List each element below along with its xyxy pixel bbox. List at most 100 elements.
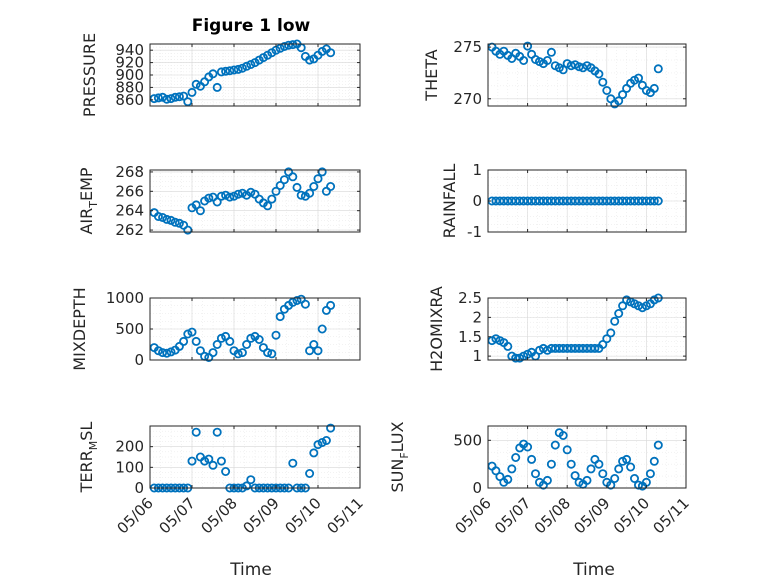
data-point — [511, 452, 521, 462]
data-point — [233, 64, 243, 74]
y-tick-label: 1000 — [106, 289, 144, 307]
data-point — [254, 334, 264, 344]
data-point — [187, 87, 197, 97]
y-tick-label: 920 — [115, 54, 144, 72]
data-point — [179, 91, 189, 101]
data-point — [212, 427, 222, 437]
data-point — [275, 180, 285, 190]
ylabel-air-temp: AIRTEMP — [77, 167, 100, 234]
data-point — [546, 459, 556, 469]
data-point — [288, 458, 298, 468]
data-point — [614, 96, 624, 106]
ylabel-sun-flux: SUNFLUX — [388, 421, 411, 492]
data-point — [216, 456, 226, 466]
data-point — [309, 448, 319, 458]
data-point — [598, 469, 608, 479]
data-point — [195, 206, 205, 216]
data-point — [649, 196, 659, 206]
ylabel-mixdepth: MIXDEPTH — [70, 287, 89, 370]
y-tick-label: 262 — [115, 221, 144, 239]
axis-box — [487, 297, 687, 361]
data-point — [158, 92, 168, 102]
data-point — [187, 327, 197, 337]
data-point — [519, 56, 529, 66]
data-point — [208, 460, 218, 470]
data-point — [221, 66, 231, 76]
data-point — [558, 65, 568, 75]
data-point — [183, 225, 193, 235]
data-point — [225, 192, 235, 202]
data-point — [242, 481, 252, 491]
data-point — [237, 63, 247, 73]
data-point — [313, 346, 323, 356]
data-point — [267, 349, 277, 359]
data-point — [246, 187, 256, 197]
data-point — [216, 67, 226, 77]
data-point — [271, 186, 281, 196]
data-point — [582, 475, 592, 485]
data-point — [212, 339, 222, 349]
data-point — [598, 339, 608, 349]
data-point — [170, 217, 180, 227]
ylabel-pressure: PRESSURE — [80, 33, 99, 117]
data-point — [317, 167, 327, 177]
data-point — [618, 90, 628, 100]
data-point — [183, 329, 193, 339]
data-point — [263, 201, 273, 211]
data-point — [626, 462, 636, 472]
data-point — [271, 330, 281, 340]
data-point — [598, 77, 608, 87]
data-point — [221, 466, 231, 476]
y-tick-label: 880 — [115, 78, 144, 96]
ylabel-rainfall: RAINFALL — [440, 164, 459, 239]
data-point — [326, 423, 336, 433]
data-point — [653, 64, 663, 74]
data-point — [153, 93, 163, 103]
data-point — [166, 94, 176, 104]
data-point — [246, 60, 256, 70]
y-tick-label: 275 — [453, 38, 482, 56]
y-tick-label: 270 — [453, 90, 482, 108]
y-tick-label: 500 — [453, 431, 482, 449]
data-point — [153, 346, 163, 356]
data-point — [212, 82, 222, 92]
y-tick-label: 940 — [115, 41, 144, 59]
axis-box — [487, 43, 687, 107]
data-point — [614, 308, 624, 318]
y-tick-label: 0 — [472, 479, 482, 497]
data-point — [179, 336, 189, 346]
data-point — [162, 214, 172, 224]
data-point — [246, 333, 256, 343]
y-tick-label: 900 — [115, 66, 144, 84]
data-point — [586, 464, 596, 474]
y-tick-label: 264 — [115, 202, 144, 220]
data-point — [183, 97, 193, 107]
subplot-h2omixra: 11.5 22.5 H2OMIXRA — [427, 286, 687, 372]
axis-box — [149, 169, 361, 233]
data-point — [507, 464, 517, 474]
data-point — [531, 469, 541, 479]
data-point — [166, 215, 176, 225]
data-point — [309, 339, 319, 349]
data-point — [187, 456, 197, 466]
y-tick-label: 1.5 — [458, 328, 482, 346]
data-point — [284, 40, 294, 50]
data-point — [221, 190, 231, 200]
data-point — [326, 181, 336, 191]
data-point — [566, 459, 576, 469]
data-point — [158, 348, 168, 358]
ylabel-terr-msl: TERRMSL — [77, 422, 100, 494]
figure-title: Figure 1 low — [192, 16, 311, 36]
data-point — [491, 466, 501, 476]
data-point — [503, 341, 513, 351]
data-point — [618, 301, 628, 311]
y-tick-label: 268 — [115, 163, 144, 181]
data-point — [594, 69, 604, 79]
data-point — [279, 175, 289, 185]
data-point — [158, 212, 168, 222]
ylabel-h2omixra: H2OMIXRA — [427, 286, 446, 372]
y-tick-label: 0 — [134, 479, 144, 497]
